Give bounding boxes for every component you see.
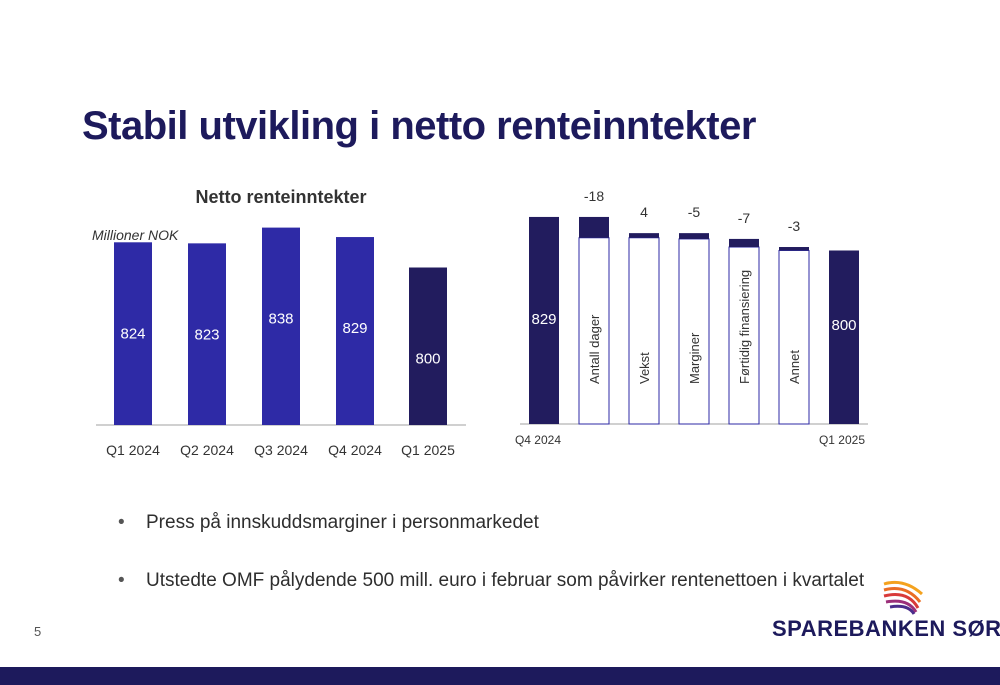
waterfall-step-bar	[679, 233, 709, 239]
bar-value-label: 800	[831, 317, 856, 334]
waterfall-step-bar	[779, 247, 809, 251]
bar-value-label: 824	[120, 325, 145, 342]
step-name-label: Annet	[787, 350, 802, 384]
x-tick-label: Q4 2024	[515, 433, 561, 447]
waterfall-step-frame	[778, 249, 810, 425]
x-tick-label: Q1 2025	[401, 442, 455, 458]
waterfall-step-bar	[579, 216, 609, 238]
bar	[114, 242, 152, 425]
x-tick-label: Q2 2024	[180, 442, 234, 458]
bar-value-label: 800	[415, 351, 440, 368]
step-name-label: Marginer	[687, 332, 702, 384]
slide-title: Stabil utvikling i netto renteinntekter	[82, 104, 756, 148]
bar	[336, 237, 374, 425]
step-value-label: -3	[788, 218, 801, 234]
bar	[188, 243, 226, 425]
bullet-list: Press på innskuddsmarginer i personmarke…	[118, 512, 864, 628]
bar-value-label: 829	[342, 320, 367, 337]
bank-logo: SPAREBANKEN SØR	[772, 576, 1000, 641]
waterfall-step-frame	[678, 238, 710, 425]
logo-mark-icon	[883, 580, 923, 615]
bar-value-label: 838	[268, 311, 293, 328]
waterfall-step-frame	[728, 246, 760, 425]
waterfall-step-frame	[578, 237, 610, 425]
step-value-label: -5	[688, 204, 701, 220]
step-value-label: 4	[640, 204, 648, 220]
waterfall-step-frame	[628, 237, 660, 425]
unit-label: Millioner NOK	[92, 227, 179, 243]
bar-value-label: 829	[531, 311, 556, 328]
x-tick-label: Q1 2024	[106, 442, 160, 458]
chart-title: Netto renteinntekter	[195, 187, 366, 207]
waterfall-step-bar	[629, 233, 659, 238]
step-value-label: -7	[738, 210, 751, 226]
bullet-item: Press på innskuddsmarginer i personmarke…	[118, 512, 864, 570]
x-tick-label: Q1 2025	[819, 433, 865, 447]
step-value-label: -18	[584, 188, 604, 204]
step-name-label: Førtidig finansiering	[737, 270, 752, 384]
x-tick-label: Q4 2024	[328, 442, 382, 458]
bar-value-label: 823	[194, 326, 219, 343]
page-number: 5	[34, 624, 42, 639]
waterfall-end-bar	[829, 250, 859, 424]
waterfall-step-bar	[729, 238, 759, 248]
step-name-label: Antall dager	[587, 314, 602, 384]
bullet-item: Utstedte OMF pålydende 500 mill. euro i …	[118, 570, 864, 628]
logo-text: SPAREBANKEN SØR	[772, 616, 1000, 641]
x-tick-label: Q3 2024	[254, 442, 308, 458]
waterfall-start-bar	[529, 216, 559, 424]
bar	[262, 227, 300, 425]
bar	[409, 267, 447, 425]
step-name-label: Vekst	[637, 352, 652, 384]
footer-bar	[0, 667, 1000, 685]
